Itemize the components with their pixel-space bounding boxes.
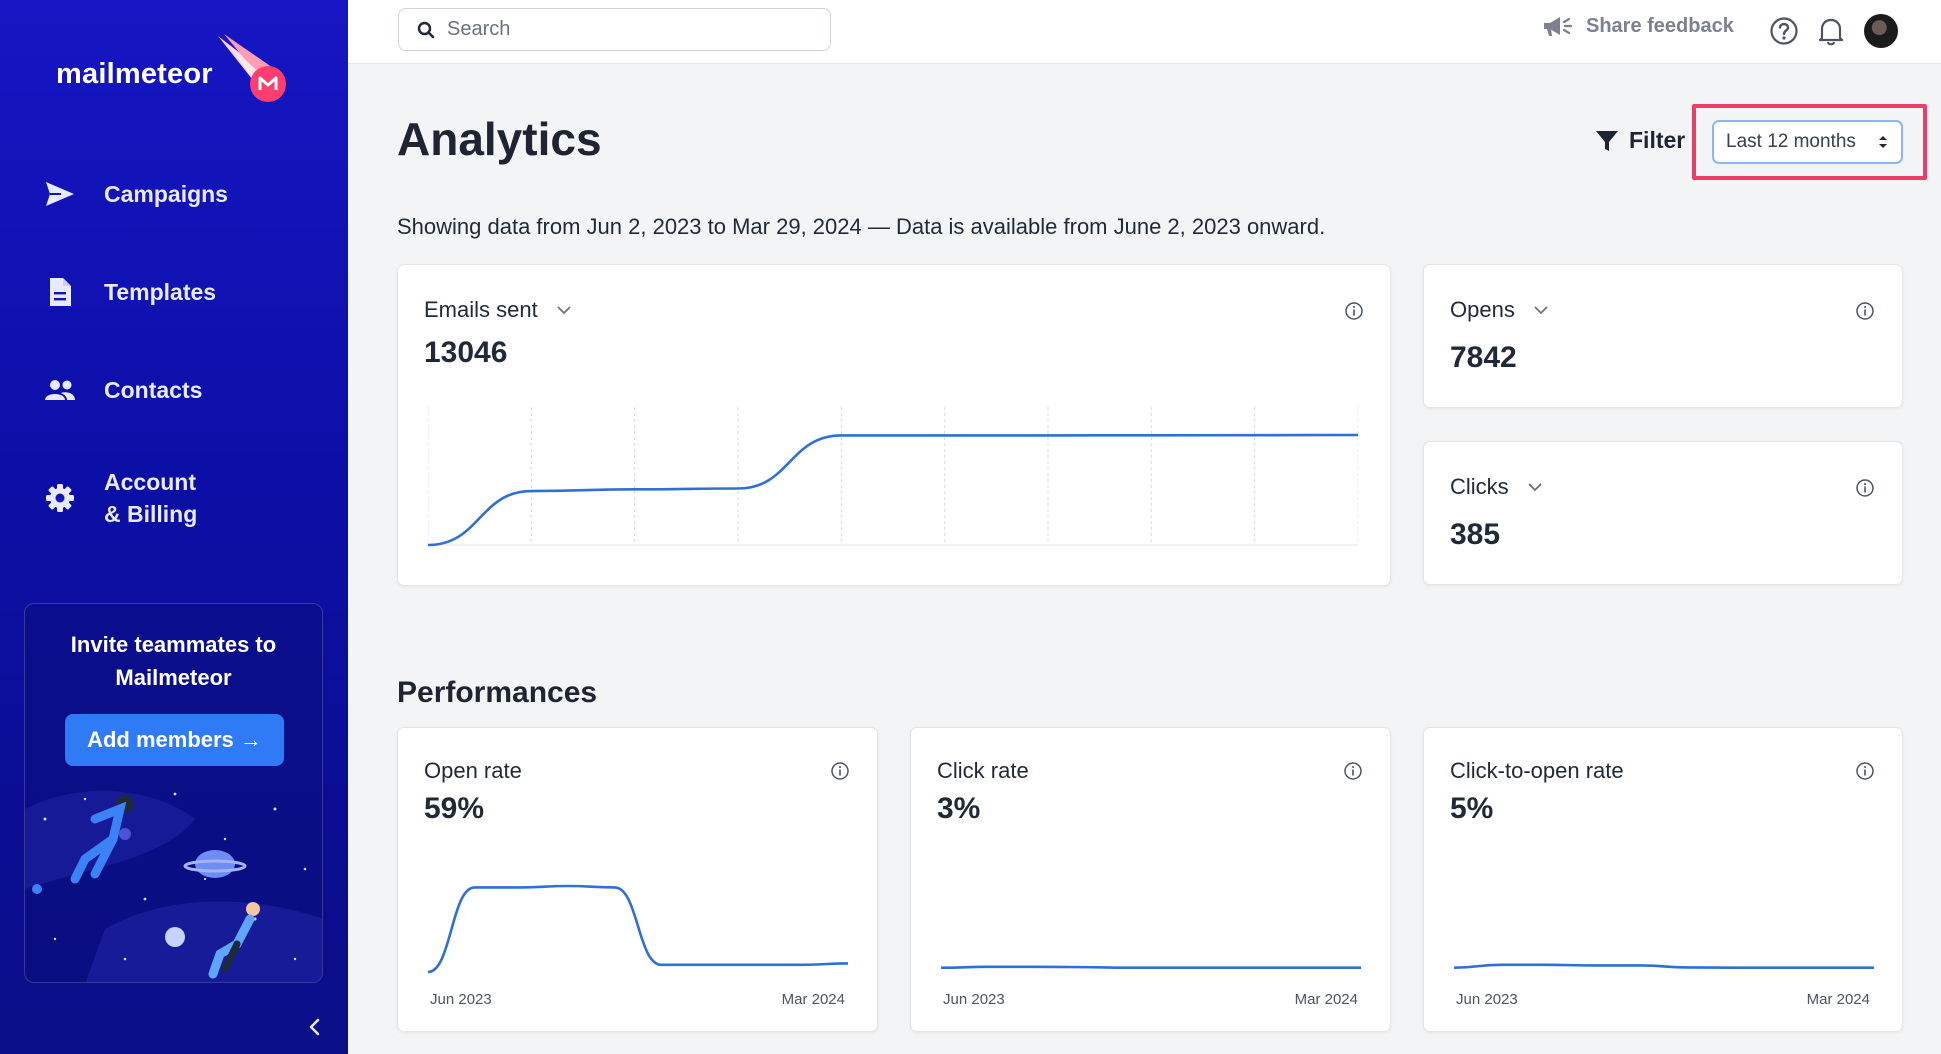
- invite-card: Invite teammates to Mailmeteor Add membe…: [24, 603, 323, 983]
- open-rate-label: Open rate: [424, 758, 522, 783]
- sidebar: mailmeteor Campaigns Templates Conta: [0, 0, 348, 1054]
- click-rate-value: 3%: [937, 792, 981, 825]
- date-range-value: Last 12 months: [1726, 131, 1856, 152]
- open-rate-value: 59%: [424, 792, 485, 825]
- opens-label: Opens: [1450, 297, 1515, 322]
- help-icon[interactable]: [1768, 15, 1800, 47]
- chevron-down-icon[interactable]: [1533, 305, 1549, 315]
- filter-label: Filter: [1629, 127, 1686, 153]
- gear-icon: [44, 482, 76, 514]
- opens-card: Opens 7842: [1423, 264, 1903, 408]
- axis-end-label: Mar 2024: [1806, 991, 1870, 1008]
- share-feedback-label: Share feedback: [1586, 14, 1734, 37]
- chevron-down-icon[interactable]: [556, 305, 572, 315]
- open-rate-chart: [428, 884, 848, 974]
- share-feedback-button[interactable]: Share feedback: [1542, 14, 1734, 38]
- click-to-open-rate-card: Click-to-open rate 5% Jun 2023 Mar 2024: [1423, 727, 1903, 1032]
- card-label: Clicks: [1450, 474, 1543, 500]
- click-to-open-rate-value: 5%: [1450, 792, 1494, 825]
- info-icon[interactable]: [1343, 761, 1363, 781]
- click-to-open-rate-label: Click-to-open rate: [1450, 758, 1624, 783]
- search-icon: [417, 21, 435, 38]
- axis-start-label: Jun 2023: [1456, 991, 1518, 1008]
- click-rate-chart: [941, 965, 1361, 969]
- sidebar-item-contacts[interactable]: Contacts: [44, 374, 202, 406]
- click-rate-label: Click rate: [937, 758, 1029, 783]
- sidebar-item-label-line1: Account: [104, 469, 196, 495]
- megaphone-icon: [1544, 17, 1572, 36]
- space-illustration: [25, 790, 322, 982]
- page-title: Analytics: [397, 113, 602, 165]
- sidebar-item-account-billing[interactable]: Account & Billing: [44, 466, 197, 530]
- info-icon[interactable]: [830, 761, 850, 781]
- axis-start-label: Jun 2023: [943, 991, 1005, 1008]
- sidebar-item-label: Contacts: [104, 377, 203, 403]
- info-icon[interactable]: [1855, 478, 1875, 498]
- performances-title: Performances: [397, 676, 598, 709]
- clicks-card: Clicks 385: [1423, 441, 1903, 585]
- chevron-down-icon[interactable]: [1527, 482, 1543, 492]
- info-icon[interactable]: [1855, 761, 1875, 781]
- series-line: [1454, 963, 1874, 969]
- emails-sent-card: Emails sent 13046: [397, 264, 1391, 586]
- info-icon[interactable]: [1344, 301, 1364, 321]
- people-icon: [44, 374, 76, 406]
- sidebar-item-label-line2: & Billing: [104, 501, 198, 527]
- sidebar-item-label: Account & Billing: [104, 466, 197, 530]
- highlight-box: [1692, 104, 1927, 180]
- date-range-select[interactable]: Last 12 months: [1712, 120, 1903, 164]
- invite-title: Invite teammates to Mailmeteor: [70, 632, 277, 690]
- astronaut-figure-2: [208, 902, 260, 979]
- meteor-logo-icon: [218, 34, 286, 102]
- axis-end-label: Mar 2024: [1294, 991, 1358, 1008]
- clicks-value: 385: [1450, 518, 1501, 551]
- add-members-button[interactable]: Add members →: [65, 714, 284, 766]
- document-icon: [44, 276, 76, 308]
- filter-button[interactable]: Filter: [1595, 127, 1685, 154]
- collapse-sidebar-icon[interactable]: [304, 1016, 326, 1038]
- axis-end-label: Mar 2024: [781, 991, 845, 1008]
- click-to-open-rate-chart: [1454, 963, 1874, 969]
- sidebar-item-label: Campaigns: [104, 181, 228, 207]
- send-icon: [44, 178, 76, 210]
- date-range-subtitle: Showing data from Jun 2, 2023 to Mar 29,…: [397, 214, 1326, 239]
- logo-text: mailmeteor: [56, 58, 213, 90]
- info-icon[interactable]: [1855, 301, 1875, 321]
- series-line: [428, 433, 1358, 547]
- emails-sent-value: 13046: [424, 336, 508, 369]
- emails-sent-chart: [428, 407, 1358, 547]
- sidebar-item-campaigns[interactable]: Campaigns: [44, 178, 228, 210]
- emails-sent-label: Emails sent: [424, 297, 538, 322]
- card-label: Opens: [1450, 297, 1549, 323]
- sidebar-item-templates[interactable]: Templates: [44, 276, 216, 308]
- opens-value: 7842: [1450, 341, 1517, 374]
- series-line: [941, 965, 1361, 969]
- click-rate-card: Click rate 3% Jun 2023 Mar 2024: [910, 727, 1391, 1032]
- astronaut-figure: [70, 795, 134, 884]
- logo[interactable]: mailmeteor: [56, 34, 286, 102]
- clicks-label: Clicks: [1450, 474, 1509, 499]
- search-box[interactable]: [398, 8, 831, 51]
- card-label: Emails sent: [424, 297, 572, 323]
- filter-icon: [1596, 130, 1618, 151]
- search-input[interactable]: [447, 18, 817, 41]
- avatar[interactable]: [1864, 14, 1898, 48]
- sort-arrows-icon: [1879, 136, 1887, 148]
- sidebar-item-label: Templates: [104, 279, 217, 305]
- topbar: Share feedback: [348, 0, 1941, 64]
- axis-start-label: Jun 2023: [430, 991, 492, 1008]
- open-rate-card: Open rate 59% Jun 2023 Mar 2024: [397, 727, 878, 1032]
- series-line: [428, 884, 848, 974]
- bell-icon[interactable]: [1815, 15, 1847, 47]
